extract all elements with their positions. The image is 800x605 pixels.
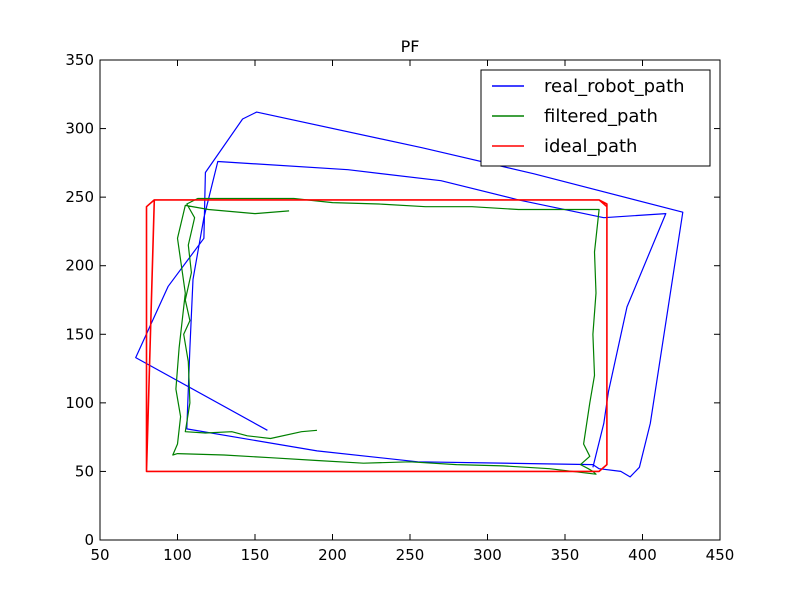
series-line-ideal-path — [145, 199, 608, 473]
legend-label-ideal-path: ideal_path — [544, 136, 637, 157]
x-tick-label: 150 — [241, 546, 270, 564]
y-tick-label: 150 — [65, 325, 94, 343]
x-tick-label: 200 — [318, 546, 347, 564]
y-tick-label: 200 — [65, 257, 94, 275]
x-tick-label: 250 — [396, 546, 425, 564]
series-line-filtered-path — [172, 197, 600, 475]
legend: real_robot_path filtered_path ideal_path — [480, 69, 711, 167]
y-tick-label: 300 — [65, 120, 94, 138]
legend-label-filtered-path: filtered_path — [544, 106, 658, 127]
y-axis: 0 50 100 150 200 250 300 350 — [65, 51, 720, 549]
x-tick-label: 100 — [163, 546, 192, 564]
x-tick-label: 50 — [90, 546, 109, 564]
x-tick-label: 300 — [473, 546, 502, 564]
y-tick-label: 350 — [65, 51, 94, 69]
legend-label-real-robot-path: real_robot_path — [544, 76, 685, 97]
x-tick-label: 400 — [628, 546, 657, 564]
chart-title: PF — [401, 37, 420, 56]
y-tick-label: 0 — [84, 531, 94, 549]
x-axis: 50 100 150 200 250 300 350 400 450 — [90, 60, 734, 564]
y-tick-label: 250 — [65, 188, 94, 206]
series-line-real-robot-path — [135, 111, 684, 478]
y-tick-label: 50 — [75, 462, 94, 480]
x-tick-label: 450 — [706, 546, 735, 564]
series-layer — [135, 111, 684, 478]
y-tick-label: 100 — [65, 394, 94, 412]
x-tick-label: 350 — [551, 546, 580, 564]
